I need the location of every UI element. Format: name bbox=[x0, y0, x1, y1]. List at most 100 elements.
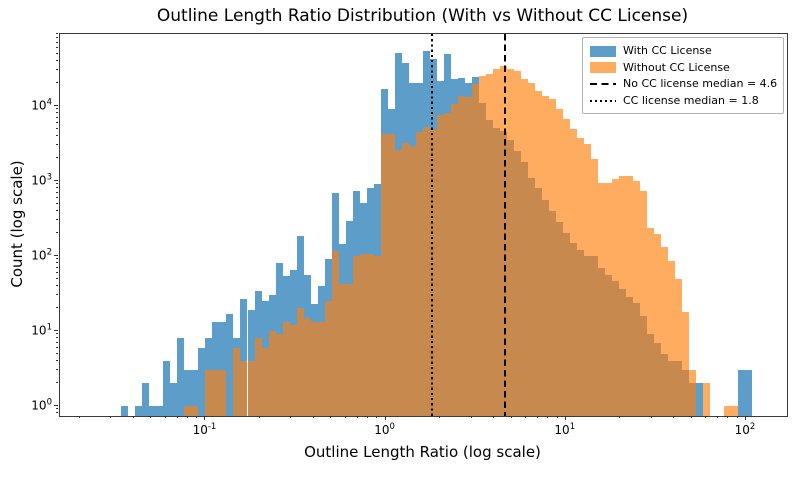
y-major-tick bbox=[54, 105, 58, 106]
y-minor-tick bbox=[56, 284, 58, 286]
hist-bar bbox=[499, 65, 507, 416]
hist-bar bbox=[702, 383, 710, 416]
hist-bar bbox=[296, 308, 304, 416]
y-minor-tick bbox=[56, 271, 58, 273]
hist-bar bbox=[688, 370, 696, 416]
hist-bar bbox=[723, 406, 731, 416]
hist-bar bbox=[485, 73, 493, 416]
hist-bar bbox=[387, 134, 395, 416]
hist-bar bbox=[422, 127, 430, 416]
chart-title: Outline Length Ratio Distribution (With … bbox=[156, 6, 689, 26]
y-minor-tick bbox=[56, 134, 58, 136]
hist-bar bbox=[562, 119, 570, 416]
median-line-dotted bbox=[430, 34, 433, 416]
hist-bar bbox=[212, 370, 220, 416]
hist-bar bbox=[289, 325, 297, 416]
y-minor-tick bbox=[56, 209, 58, 211]
hist-bar bbox=[464, 97, 472, 416]
hist-bar bbox=[233, 347, 241, 416]
hist-bar bbox=[373, 256, 381, 416]
hist-bar bbox=[639, 191, 647, 416]
legend-label: No CC license median = 4.6 bbox=[623, 77, 778, 90]
hist-bar bbox=[261, 347, 269, 416]
hist-bar bbox=[240, 360, 248, 416]
hist-bar bbox=[331, 251, 339, 416]
hist-bar bbox=[436, 115, 444, 416]
y-minor-tick bbox=[56, 202, 58, 204]
y-axis-label: Count (log scale) bbox=[8, 160, 26, 288]
hist-bar bbox=[744, 370, 752, 416]
y-major-tick bbox=[54, 405, 58, 407]
hist-bar bbox=[219, 370, 227, 416]
y-minor-tick bbox=[56, 337, 58, 339]
hist-bar bbox=[604, 183, 612, 416]
y-minor-tick bbox=[56, 82, 58, 84]
y-minor-tick bbox=[56, 196, 58, 198]
legend: With CC License Without CC License No CC… bbox=[582, 37, 784, 114]
hist-bar bbox=[695, 383, 703, 416]
y-tick-label: 100 bbox=[31, 397, 52, 413]
hist-bar bbox=[212, 322, 220, 416]
hist-bar bbox=[632, 181, 640, 416]
hist-bar bbox=[303, 317, 311, 416]
legend-item-dotted-median: CC license median = 1.8 bbox=[590, 93, 776, 110]
hist-bar bbox=[317, 322, 325, 416]
hist-bar bbox=[240, 298, 248, 416]
hist-bar bbox=[380, 134, 388, 416]
y-minor-tick bbox=[56, 262, 58, 264]
y-minor-tick bbox=[56, 37, 58, 39]
legend-swatch-blue bbox=[590, 45, 616, 57]
y-minor-tick bbox=[56, 183, 58, 185]
y-minor-tick bbox=[56, 116, 58, 118]
hist-bar bbox=[513, 71, 521, 416]
legend-label: With CC License bbox=[623, 44, 712, 57]
hist-bar bbox=[457, 95, 465, 416]
legend-label: CC license median = 1.8 bbox=[623, 93, 759, 107]
hist-bar bbox=[191, 370, 199, 416]
hist-bar bbox=[520, 78, 528, 416]
hist-bar bbox=[681, 311, 689, 416]
hist-bar bbox=[198, 347, 206, 416]
y-minor-tick bbox=[56, 266, 58, 268]
y-major-tick bbox=[54, 255, 58, 256]
x-tick-label: 102 bbox=[734, 422, 756, 437]
y-tick-label: 101 bbox=[31, 322, 52, 338]
hist-bar bbox=[737, 370, 745, 416]
hist-bar bbox=[352, 256, 360, 416]
y-minor-tick bbox=[56, 112, 58, 114]
hist-bar bbox=[569, 128, 577, 416]
hist-bar bbox=[156, 406, 164, 416]
hist-bar bbox=[142, 383, 150, 416]
y-minor-tick bbox=[56, 333, 58, 335]
hist-bar bbox=[730, 406, 738, 416]
y-minor-tick bbox=[56, 187, 58, 189]
dashed-line-sample bbox=[590, 83, 616, 86]
hist-bar bbox=[163, 360, 171, 416]
y-minor-tick bbox=[56, 219, 58, 221]
hist-bar bbox=[366, 254, 374, 416]
y-minor-tick bbox=[56, 191, 58, 193]
hist-bar bbox=[219, 322, 227, 416]
hist-bar bbox=[492, 68, 500, 416]
hist-bar bbox=[191, 406, 199, 416]
hist-bar bbox=[548, 99, 556, 416]
hist-bar bbox=[268, 331, 276, 416]
hist-bar bbox=[471, 83, 479, 416]
y-minor-tick bbox=[56, 232, 58, 234]
dotted-line-sample bbox=[590, 99, 616, 102]
hist-bar bbox=[674, 279, 682, 416]
hist-bar bbox=[415, 132, 423, 416]
y-minor-tick bbox=[56, 59, 58, 61]
hist-bar bbox=[506, 69, 514, 416]
hist-bar bbox=[184, 370, 192, 416]
hist-bar bbox=[527, 82, 535, 416]
y-minor-tick bbox=[56, 157, 58, 159]
x-tick-label: 100 bbox=[374, 422, 395, 437]
hist-bar bbox=[660, 247, 668, 416]
y-minor-tick bbox=[56, 108, 58, 110]
y-minor-tick bbox=[56, 69, 58, 71]
hist-bar bbox=[667, 261, 675, 416]
hist-bar bbox=[534, 90, 542, 416]
y-minor-tick bbox=[56, 346, 58, 348]
legend-label: Without CC License bbox=[623, 60, 730, 74]
